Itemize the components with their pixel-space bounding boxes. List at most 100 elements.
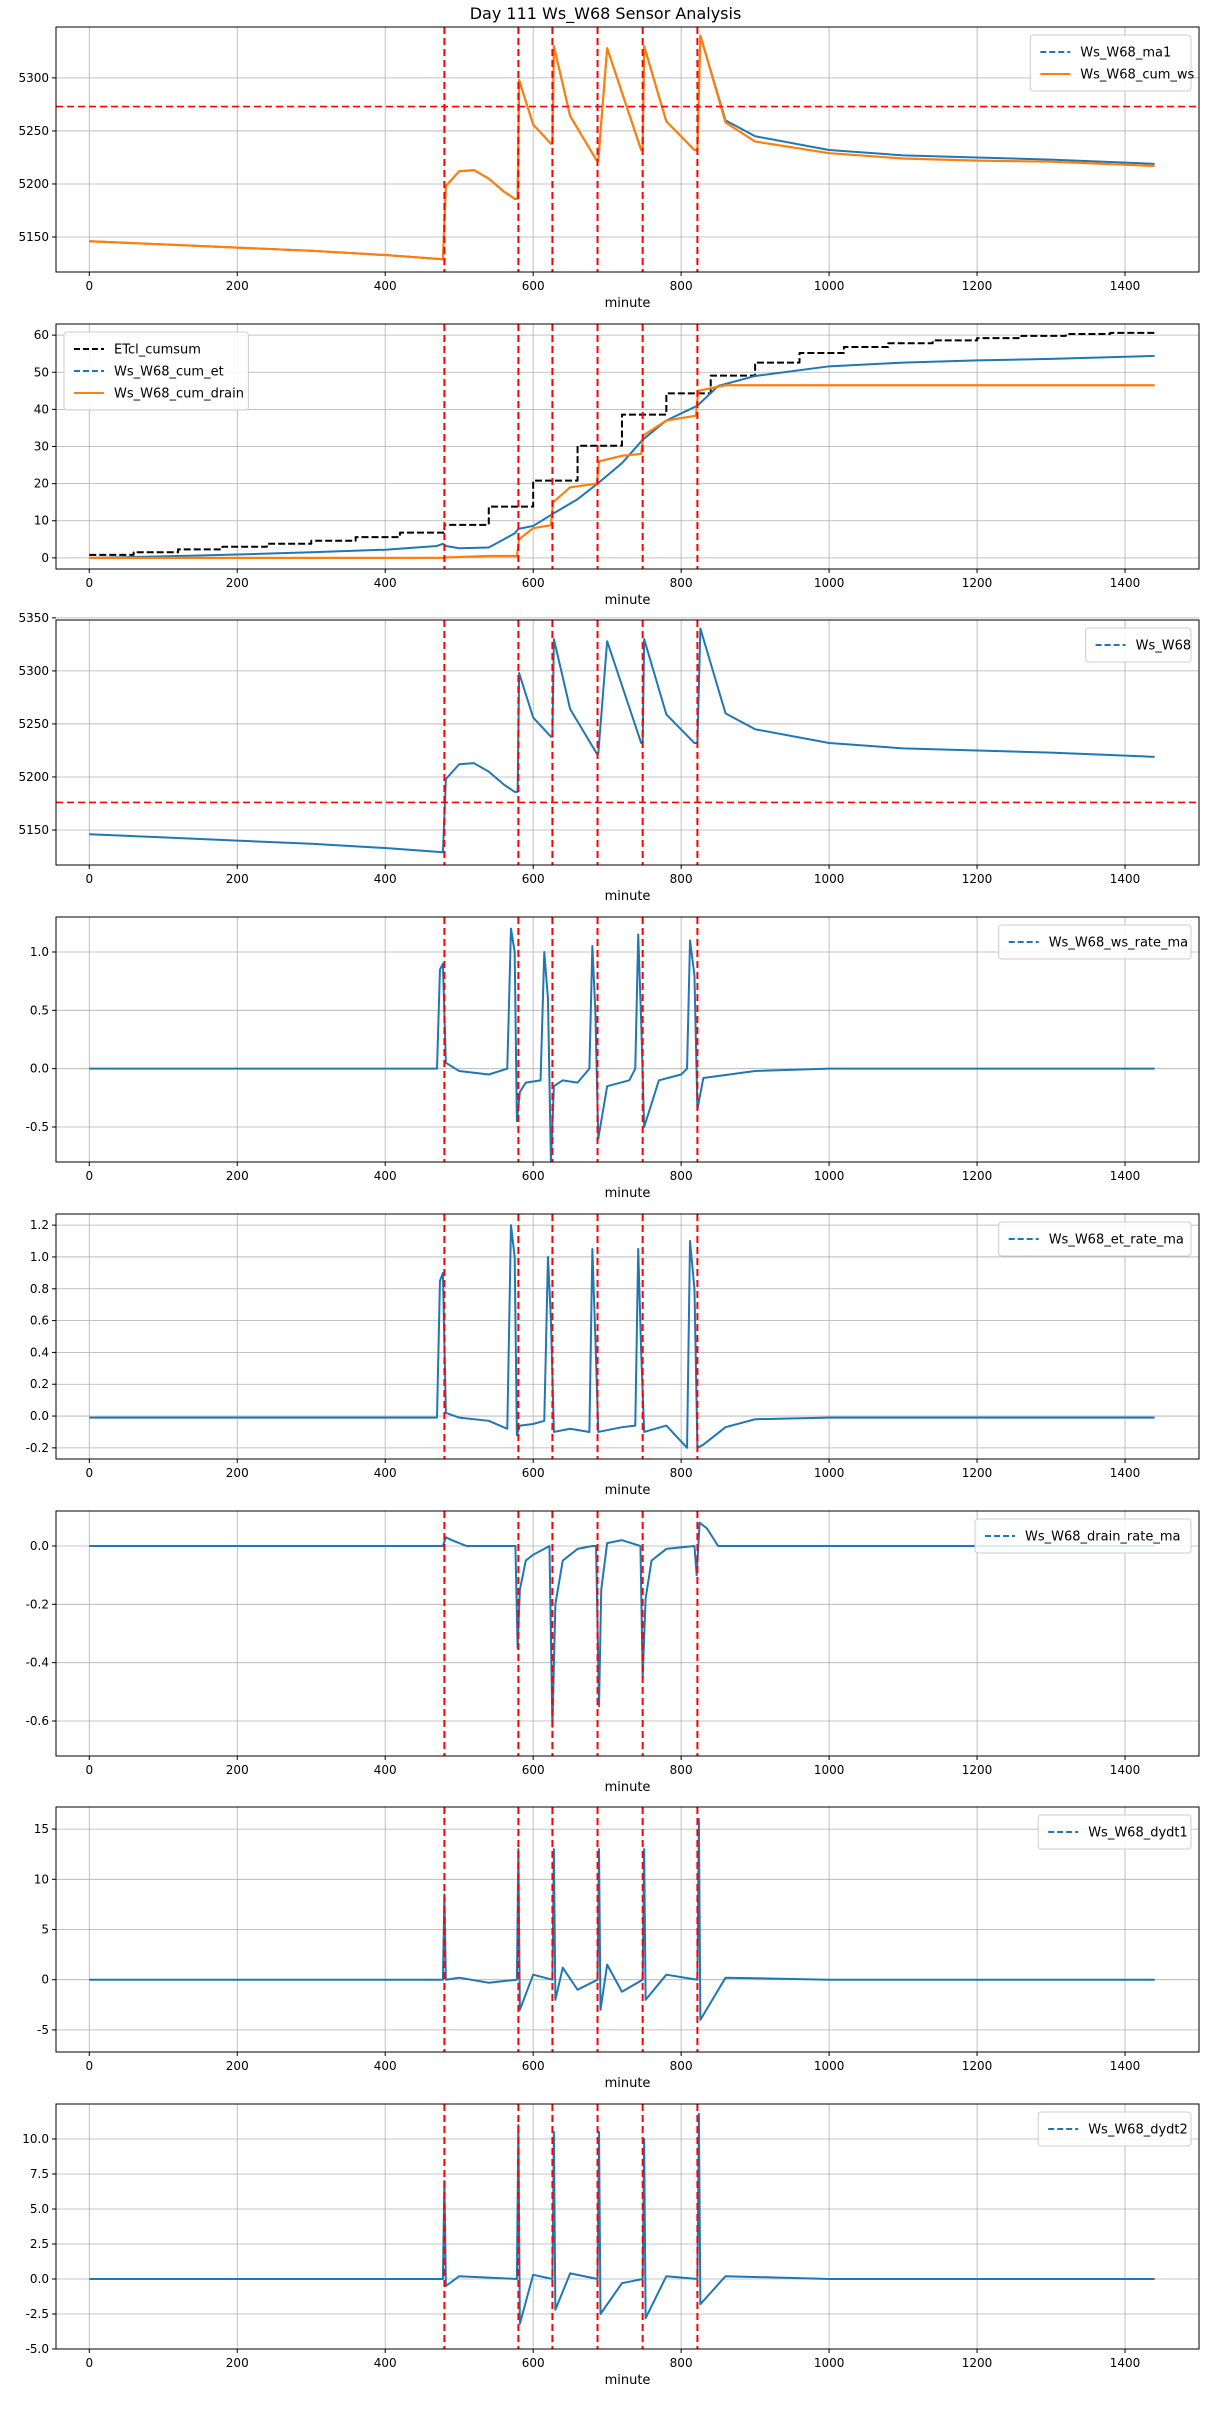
x-tick-label: 1400 bbox=[1110, 279, 1141, 293]
legend-box bbox=[974, 1518, 1192, 1554]
x-tick-label: 800 bbox=[670, 872, 693, 886]
y-tick-label: 0.0 bbox=[30, 1409, 49, 1423]
y-tick-label: 5350 bbox=[18, 611, 49, 625]
series-line-ws-w68-cum-ws bbox=[89, 34, 1155, 261]
y-tick-label: 50 bbox=[34, 365, 49, 379]
y-tick-label: 2.5 bbox=[30, 2237, 49, 2251]
x-tick-label: 1200 bbox=[962, 1763, 993, 1777]
x-axis-label: minute bbox=[605, 2373, 651, 2388]
y-tick-label: 20 bbox=[34, 477, 49, 491]
y-tick-label: 5200 bbox=[18, 177, 49, 191]
x-tick-label: 1200 bbox=[962, 872, 993, 886]
x-tick-label: 1000 bbox=[814, 872, 845, 886]
panel-drain-rate: 0 200 400 600 800 1000 1200 1400 -0.6 -0.4 -0.2 0.0… bbox=[26, 1510, 1200, 1795]
axes-frame bbox=[55, 26, 1200, 273]
legend-box bbox=[1037, 2111, 1192, 2147]
x-tick-label: 800 bbox=[670, 279, 693, 293]
x-tick-label: 200 bbox=[226, 279, 249, 293]
y-tick-label: -0.2 bbox=[26, 1441, 49, 1455]
x-tick-label: 1200 bbox=[962, 1466, 993, 1480]
x-tick-label: 400 bbox=[374, 1466, 397, 1480]
x-tick-label: 200 bbox=[226, 1169, 249, 1183]
y-tick-label: 5150 bbox=[18, 823, 49, 837]
y-tick-label: 30 bbox=[34, 440, 49, 454]
x-tick-label: 400 bbox=[374, 279, 397, 293]
legend-box bbox=[998, 1221, 1192, 1257]
x-tick-label: 0 bbox=[85, 1763, 93, 1777]
x-axis-label: minute bbox=[605, 889, 651, 904]
y-tick-label: 0.5 bbox=[30, 1003, 49, 1017]
y-tick-label: 0.0 bbox=[30, 2272, 49, 2286]
y-tick-label: -0.2 bbox=[26, 1597, 49, 1611]
figure-title: Day 111 Ws_W68 Sensor Analysis bbox=[469, 4, 742, 23]
x-tick-label: 1400 bbox=[1110, 2356, 1141, 2370]
x-tick-label: 400 bbox=[374, 872, 397, 886]
y-tick-label: 1.2 bbox=[30, 1218, 49, 1232]
axes-frame bbox=[55, 2103, 1200, 2350]
x-tick-label: 0 bbox=[85, 1169, 93, 1183]
y-tick-label: 0.0 bbox=[30, 1539, 49, 1553]
legend-label: Ws_W68_ma1 bbox=[1080, 46, 1171, 61]
x-tick-label: 200 bbox=[226, 576, 249, 590]
x-tick-label: 1000 bbox=[814, 2356, 845, 2370]
x-tick-label: 0 bbox=[85, 1466, 93, 1480]
legend-label: Ws_W68_ws_rate_ma bbox=[1049, 936, 1188, 951]
x-tick-label: 200 bbox=[226, 872, 249, 886]
y-tick-label: -0.6 bbox=[26, 1714, 49, 1728]
x-tick-label: 1000 bbox=[814, 279, 845, 293]
y-tick-label: 0.0 bbox=[30, 1062, 49, 1076]
legend-label: Ws_W68_cum_et bbox=[114, 365, 224, 380]
y-tick-label: -5.0 bbox=[26, 2342, 49, 2356]
x-tick-label: 1000 bbox=[814, 1466, 845, 1480]
legend: ETcl_cumsum Ws_W68_cum_et Ws_W68_cum_drain bbox=[63, 331, 249, 411]
x-tick-label: 1400 bbox=[1110, 2059, 1141, 2073]
legend: Ws_W68_ws_rate_ma bbox=[998, 924, 1192, 960]
x-tick-label: 800 bbox=[670, 2059, 693, 2073]
y-tick-label: 15 bbox=[34, 1822, 49, 1836]
x-tick-label: 400 bbox=[374, 1763, 397, 1777]
x-tick-label: 1000 bbox=[814, 2059, 845, 2073]
x-tick-label: 1200 bbox=[962, 1169, 993, 1183]
panel-ws-raw: 0 200 400 600 800 1000 1200 1400 5150 5200 5250 530… bbox=[18, 611, 1200, 904]
legend-label: Ws_W68_dydt2 bbox=[1088, 2123, 1188, 2138]
x-tick-label: 400 bbox=[374, 2356, 397, 2370]
y-tick-label: 0.2 bbox=[30, 1377, 49, 1391]
legend-box bbox=[1037, 1814, 1192, 1850]
y-tick-label: 0 bbox=[41, 551, 49, 565]
y-tick-label: -0.4 bbox=[26, 1656, 49, 1670]
y-tick-label: 0.6 bbox=[30, 1314, 49, 1328]
x-tick-label: 0 bbox=[85, 576, 93, 590]
legend: Ws_W68 bbox=[1085, 627, 1192, 663]
grid bbox=[56, 1807, 1199, 2052]
series-line-ws-w68-dydt2 bbox=[89, 2112, 1155, 2325]
axes-frame bbox=[55, 1213, 1200, 1460]
x-tick-label: 0 bbox=[85, 2356, 93, 2370]
x-tick-label: 1000 bbox=[814, 1169, 845, 1183]
x-axis-label: minute bbox=[605, 1483, 651, 1498]
x-tick-label: 200 bbox=[226, 2356, 249, 2370]
legend-box bbox=[63, 331, 249, 411]
legend-label: Ws_W68_cum_drain bbox=[114, 387, 244, 402]
y-tick-label: -0.5 bbox=[26, 1120, 49, 1134]
legend-label: Ws_W68_cum_ws bbox=[1080, 68, 1194, 83]
x-tick-label: 800 bbox=[670, 576, 693, 590]
x-tick-label: 600 bbox=[522, 279, 545, 293]
panel-dydt2: 0 200 400 600 800 1000 1200 1400 -5.0 -2.5 0.0 2.5 5… bbox=[22, 2103, 1200, 2388]
axes-frame bbox=[55, 916, 1200, 1163]
y-tick-label: 0.8 bbox=[30, 1282, 49, 1296]
y-tick-label: 5 bbox=[41, 1923, 49, 1937]
y-tick-label: 40 bbox=[34, 402, 49, 416]
y-tick-label: 0.4 bbox=[30, 1345, 49, 1359]
y-tick-label: 5250 bbox=[18, 124, 49, 138]
y-tick-label: 5.0 bbox=[30, 2202, 49, 2216]
legend-label: Ws_W68_dydt1 bbox=[1088, 1826, 1188, 1841]
x-tick-label: 600 bbox=[522, 1169, 545, 1183]
x-tick-label: 800 bbox=[670, 1169, 693, 1183]
y-tick-label: 5150 bbox=[18, 230, 49, 244]
legend-box bbox=[1029, 34, 1192, 92]
x-tick-label: 800 bbox=[670, 2356, 693, 2370]
x-tick-label: 600 bbox=[522, 2059, 545, 2073]
x-tick-label: 200 bbox=[226, 1466, 249, 1480]
x-axis-label: minute bbox=[605, 593, 651, 608]
